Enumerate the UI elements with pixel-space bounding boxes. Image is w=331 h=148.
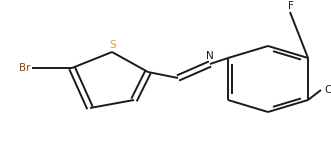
Text: Br: Br: [19, 63, 30, 73]
Text: CH₃: CH₃: [324, 85, 331, 95]
Text: S: S: [110, 40, 116, 50]
Text: F: F: [288, 1, 294, 11]
Text: N: N: [206, 51, 214, 61]
